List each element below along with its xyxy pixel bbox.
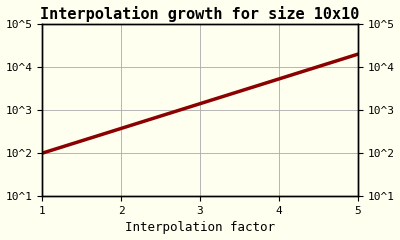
- Title: Interpolation growth for size 10x10: Interpolation growth for size 10x10: [40, 6, 360, 22]
- X-axis label: Interpolation factor: Interpolation factor: [125, 222, 275, 234]
